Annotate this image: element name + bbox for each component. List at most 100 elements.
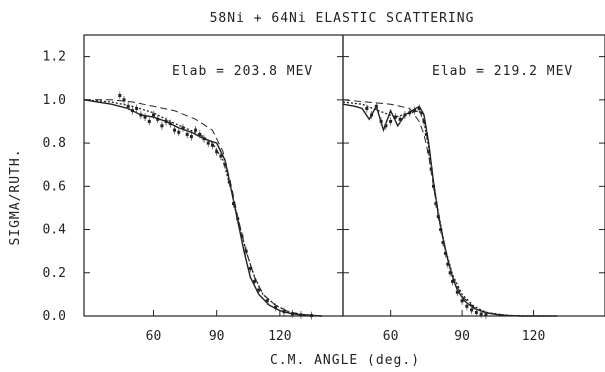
panel-right: Elab = 219.2 MEV 60 90 120 (342, 34, 605, 344)
data-point (282, 310, 286, 314)
data-point (210, 143, 214, 147)
panel-left-marks (83, 56, 343, 320)
data-point (160, 124, 164, 128)
data-point (420, 111, 424, 115)
data-point (206, 141, 210, 145)
panel-right-marks (342, 56, 605, 319)
data-point (429, 167, 433, 171)
data-point (130, 109, 134, 113)
y-tick-label: 0.2 (43, 266, 66, 281)
data-point (185, 132, 189, 136)
chart-title: 58Ni + 64Ni ELASTIC SCATTERING (210, 11, 475, 26)
series-line-dotted (83, 99, 322, 317)
series-line-solid (342, 103, 558, 317)
data-point (309, 314, 313, 318)
data-point (143, 115, 147, 119)
panel-left: Elab = 203.8 MEV 60 90 120 (83, 34, 344, 344)
y-tick-label: 0.6 (43, 179, 66, 194)
x-axis-label: C.M. ANGLE (deg.) (270, 353, 420, 368)
data-point (156, 117, 160, 121)
data-point (460, 299, 464, 303)
data-point (379, 119, 383, 123)
data-point (455, 290, 459, 294)
data-point (253, 279, 257, 283)
data-point (422, 119, 426, 123)
data-point (151, 113, 155, 117)
data-point (424, 132, 428, 136)
data-point (126, 104, 130, 108)
data-point (139, 113, 143, 117)
x-tick-label: 120 (522, 329, 545, 344)
data-point (168, 122, 172, 126)
panel-right-x-ticks: 60 90 120 (383, 310, 545, 344)
data-point (274, 305, 278, 309)
panel-right-annotation: Elab = 219.2 MEV (432, 64, 573, 79)
data-point (384, 124, 388, 128)
data-point (439, 228, 443, 232)
x-tick-label: 60 (146, 329, 162, 344)
series-line-dashed (342, 99, 546, 317)
data-point (441, 241, 445, 245)
data-point (393, 115, 397, 119)
data-point (403, 113, 407, 117)
data-point (398, 117, 402, 121)
x-tick-label: 90 (454, 329, 470, 344)
data-point (189, 135, 193, 139)
x-tick-label: 90 (209, 329, 225, 344)
data-point (290, 312, 294, 316)
data-point (370, 113, 374, 117)
data-point (465, 304, 469, 308)
data-point (215, 150, 219, 154)
data-point (443, 251, 447, 255)
data-point (173, 128, 177, 132)
y-axis-label: SIGMA/RUTH. (8, 148, 23, 245)
data-point (194, 128, 198, 132)
y-tick-label: 0.8 (43, 136, 66, 151)
data-point (427, 150, 431, 154)
data-point (474, 311, 478, 315)
data-point (389, 119, 393, 123)
series-line-solid (83, 99, 322, 317)
data-point (219, 154, 223, 158)
data-point (244, 249, 248, 253)
data-point (265, 299, 269, 303)
data-point (147, 119, 151, 123)
data-point (248, 266, 252, 270)
data-point (181, 126, 185, 130)
data-point (432, 184, 436, 188)
y-tick-label: 1.0 (43, 93, 66, 108)
y-tick-label: 0.0 (43, 309, 66, 324)
series-line-dotted (342, 101, 546, 317)
y-tick-label: 0.4 (43, 223, 67, 238)
series-line-dashed (84, 99, 322, 317)
data-point (227, 180, 231, 184)
data-point (417, 106, 421, 110)
data-point (470, 308, 474, 312)
data-point (451, 279, 455, 283)
data-point (436, 215, 440, 219)
x-tick-label: 120 (268, 329, 291, 344)
data-point (479, 312, 483, 316)
data-point (365, 106, 369, 110)
data-point (202, 137, 206, 141)
y-tick-label: 1.2 (43, 50, 66, 65)
data-point (135, 106, 139, 110)
data-point (412, 109, 416, 113)
data-point (232, 202, 236, 206)
panel-left-x-ticks: 60 90 120 (146, 310, 292, 344)
data-point (374, 104, 378, 108)
data-point (434, 202, 438, 206)
y-tick-labels: 0.0 0.2 0.4 0.6 0.8 1.0 1.2 (43, 50, 67, 324)
data-point (177, 130, 181, 134)
data-point (484, 313, 488, 317)
data-point (446, 262, 450, 266)
data-point (240, 234, 244, 238)
data-point (257, 288, 261, 292)
data-point (223, 163, 227, 167)
data-point (198, 132, 202, 136)
data-point (118, 94, 122, 98)
data-point (236, 217, 240, 221)
data-point (122, 98, 126, 102)
panel-right-frame (342, 34, 605, 317)
